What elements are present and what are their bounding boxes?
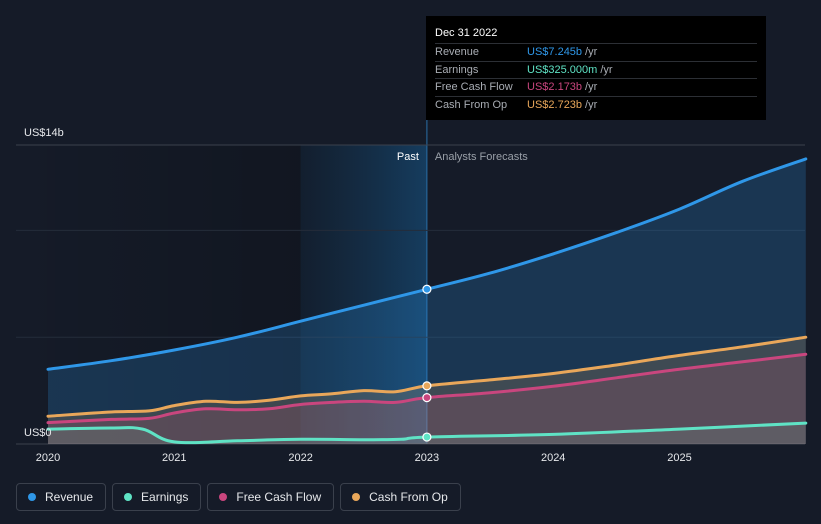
forecast-label: Analysts Forecasts xyxy=(435,151,528,163)
legend-dot-icon xyxy=(124,493,133,501)
tooltip-row-cash-from-op: Cash From Op US$2.723b /yr xyxy=(435,95,757,114)
x-tick-label: 2021 xyxy=(162,452,186,464)
y-axis-top-label: US$14b xyxy=(24,127,64,139)
legend-dot-icon xyxy=(28,493,36,501)
area-cash-from-op xyxy=(48,337,806,444)
y-axis-bottom-label: US$0 xyxy=(24,427,52,439)
tooltip-label: Free Cash Flow xyxy=(435,81,513,93)
tooltip-label: Revenue xyxy=(435,46,480,58)
legend-label: Cash From Op xyxy=(369,490,448,504)
tooltip-row-revenue: Revenue US$7.245b /yr xyxy=(435,43,757,61)
legend: Revenue Earnings Free Cash Flow Cash Fro… xyxy=(16,483,461,513)
marker-cash-from-op xyxy=(422,381,432,391)
legend-item-revenue[interactable]: Revenue xyxy=(16,483,107,511)
tooltip-row-earnings: Earnings US$325.000m /yr xyxy=(435,60,757,79)
x-tick-label: 2025 xyxy=(667,452,691,464)
tooltip-date: Dec 31 2022 xyxy=(435,27,498,39)
legend-label: Earnings xyxy=(141,490,189,504)
legend-label: Free Cash Flow xyxy=(236,490,322,504)
legend-dot-icon xyxy=(352,493,361,501)
x-tick-label: 2022 xyxy=(288,452,312,464)
tooltip-unit: /yr xyxy=(585,81,598,93)
area-earnings xyxy=(48,423,806,444)
tooltip-unit: /yr xyxy=(585,98,598,111)
tooltip-value: US$2.723b xyxy=(527,98,583,111)
tooltip-value: US$2.173b xyxy=(527,81,583,93)
legend-item-earnings[interactable]: Earnings xyxy=(112,483,202,511)
tooltip: Dec 31 2022 Revenue US$7.245b /yr Earnin… xyxy=(426,16,766,120)
area-revenue xyxy=(48,158,806,444)
legend-dot-icon xyxy=(219,493,228,501)
tooltip-value: US$325.000m xyxy=(527,63,598,76)
line-earnings xyxy=(46,421,808,445)
tooltip-row-free-cash-flow: Free Cash Flow US$2.173b /yr xyxy=(435,78,757,96)
tooltip-unit: /yr xyxy=(585,46,598,58)
legend-item-cash-from-op[interactable]: Cash From Op xyxy=(340,483,461,511)
line-cash-from-op xyxy=(46,335,808,418)
x-tick-label: 2024 xyxy=(541,452,565,464)
tooltip-unit: /yr xyxy=(600,63,613,76)
x-tick-label: 2023 xyxy=(415,452,439,464)
tooltip-value: US$7.245b xyxy=(527,46,583,58)
marker-revenue xyxy=(422,284,432,294)
legend-label: Revenue xyxy=(45,490,94,504)
x-tick-label: 2020 xyxy=(36,452,60,464)
line-free-cash-flow xyxy=(46,352,808,425)
past-label: Past xyxy=(397,151,419,163)
marker-free-cash-flow xyxy=(422,392,432,403)
legend-item-free-cash-flow[interactable]: Free Cash Flow xyxy=(207,483,335,511)
tooltip-label: Earnings xyxy=(435,63,479,76)
marker-earnings xyxy=(422,432,432,442)
tooltip-label: Cash From Op xyxy=(435,98,508,111)
